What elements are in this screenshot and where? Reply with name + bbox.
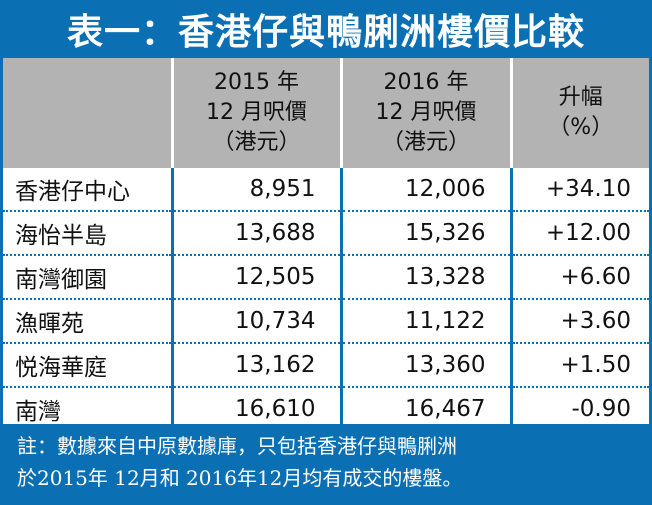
header-line: 12 月呎價 <box>206 100 307 125</box>
estate-name: 香港仔中心 <box>3 168 172 212</box>
header-line: 2016 年 <box>383 70 469 95</box>
header-line: 12 月呎價 <box>375 100 477 125</box>
table-row: 悦海華庭 13,162 13,360 +1.50 <box>3 343 649 388</box>
estate-name: 海怡半島 <box>3 211 172 256</box>
header-estate <box>3 58 172 168</box>
header-line: （港元） <box>381 130 470 155</box>
header-change: 升幅 （%） <box>509 58 649 168</box>
change-cell: +3.60 <box>509 299 649 344</box>
price-2016-cell: 15,326 <box>339 211 511 256</box>
table-title: 表一：香港仔與鴨脷洲樓價比較 <box>0 0 652 58</box>
table-row: 漁暉苑 10,734 11,122 +3.60 <box>3 299 649 344</box>
change-cell: +12.00 <box>509 211 649 256</box>
header-line: 2015 年 <box>214 70 299 95</box>
header-price-2015: 2015 年 12 月呎價 （港元） <box>170 58 341 168</box>
estate-name: 悦海華庭 <box>3 343 172 388</box>
header-price-2016: 2016 年 12 月呎價 （港元） <box>339 58 511 168</box>
estate-name: 南灣御園 <box>3 255 172 300</box>
footnote: 註：數據來自中原數據庫，只包括香港仔與鴨脷洲 於2015年 12月和 2016年… <box>3 424 649 502</box>
price-table: 2015 年 12 月呎價 （港元） 2016 年 12 月呎價 （港元） 升幅… <box>3 58 649 432</box>
header-line: 升幅 <box>558 85 603 110</box>
price-2015-cell: 8,951 <box>170 168 341 212</box>
estate-name: 漁暉苑 <box>3 299 172 344</box>
price-2015-cell: 13,162 <box>170 343 341 388</box>
header-line: （港元） <box>212 130 301 155</box>
footnote-line: 於2015年 12月和 2016年12月均有成交的樓盤。 <box>17 466 463 490</box>
table-row: 海怡半島 13,688 15,326 +12.00 <box>3 211 649 256</box>
price-2016-cell: 13,360 <box>339 343 511 388</box>
price-2015-cell: 13,688 <box>170 211 341 256</box>
change-cell: +6.60 <box>509 255 649 300</box>
price-2015-cell: 12,505 <box>170 255 341 300</box>
price-2016-cell: 12,006 <box>339 168 511 212</box>
header-row: 2015 年 12 月呎價 （港元） 2016 年 12 月呎價 （港元） 升幅… <box>3 58 649 168</box>
table-row: 南灣御園 12,505 13,328 +6.60 <box>3 255 649 300</box>
price-2015-cell: 10,734 <box>170 299 341 344</box>
price-2016-cell: 11,122 <box>339 299 511 344</box>
change-cell: +34.10 <box>509 168 649 212</box>
change-cell: +1.50 <box>509 343 649 388</box>
table-row: 香港仔中心 8,951 12,006 +34.10 <box>3 168 649 212</box>
price-2016-cell: 13,328 <box>339 255 511 300</box>
footnote-line: 註：數據來自中原數據庫，只包括香港仔與鴨脷洲 <box>17 434 457 458</box>
header-line: （%） <box>548 115 614 140</box>
